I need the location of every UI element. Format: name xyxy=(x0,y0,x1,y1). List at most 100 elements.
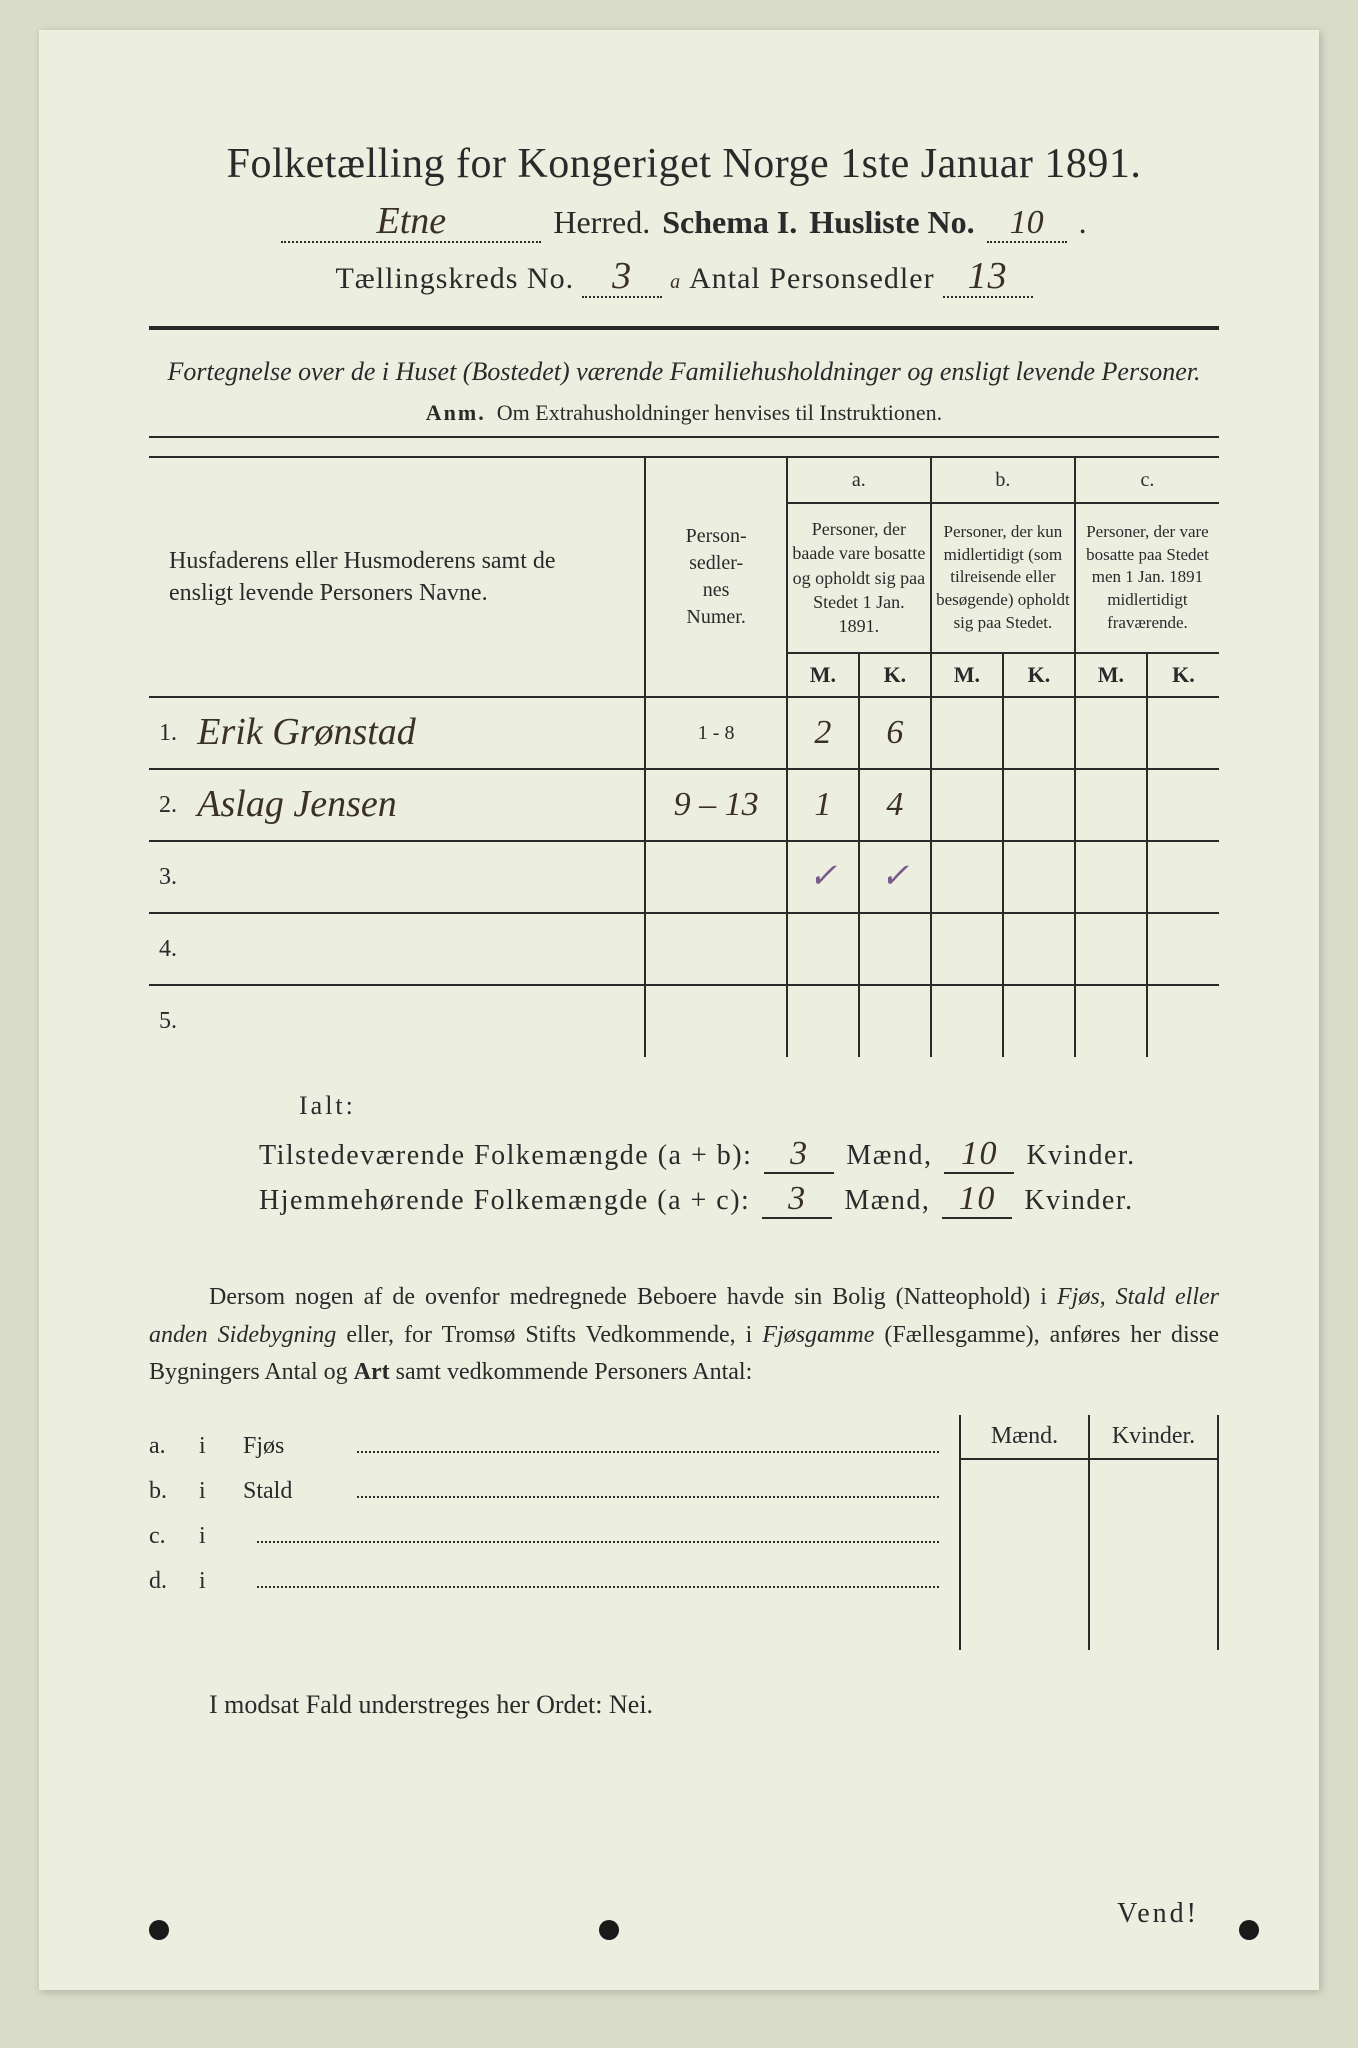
abcd-i: i xyxy=(199,1523,229,1550)
row-b-m xyxy=(931,841,1003,913)
present-k: 10 xyxy=(961,1139,998,1170)
col-names: Husfaderens eller Husmoderens samt de en… xyxy=(149,457,645,697)
abcd-row-c: c. i xyxy=(149,1519,939,1550)
abcd-label: b. xyxy=(149,1478,185,1505)
row-b-k xyxy=(1003,769,1075,841)
census-tbody: 1. Erik Grønstad 1 - 8 2 6 2. Aslag Jens… xyxy=(149,697,1219,1057)
totals-present: Tilstedeværende Folkemængde (a + b): 3 M… xyxy=(259,1139,1219,1174)
mk-m-head: Mænd. xyxy=(961,1415,1090,1458)
row-num: 4. xyxy=(149,913,195,985)
row-a-k: ✓ xyxy=(859,841,931,913)
row-name-cell xyxy=(195,841,645,913)
row-a-k: 4 xyxy=(859,769,931,841)
punch-hole-icon xyxy=(1239,1920,1259,1940)
present-k-slot: 10 xyxy=(944,1139,1014,1174)
antal-field: 13 xyxy=(943,259,1033,298)
mk-body xyxy=(961,1460,1217,1650)
abcd-row-d: d. i xyxy=(149,1564,939,1595)
page-title: Folketælling for Kongeriget Norge 1ste J… xyxy=(149,140,1219,188)
mk-k-col xyxy=(1090,1460,1217,1650)
resident-k: 10 xyxy=(959,1184,996,1215)
col-c-text: Personer, der vare bosatte paa Stedet me… xyxy=(1075,503,1219,653)
row-a-m: ✓ xyxy=(787,841,859,913)
row-a-m: 2 xyxy=(787,697,859,769)
row-c-k xyxy=(1147,841,1219,913)
abcd-row-a: a. i Fjøs xyxy=(149,1429,939,1460)
herred-label: Herred. xyxy=(553,204,650,241)
herred-value: Etne xyxy=(377,204,447,238)
table-row: 5. xyxy=(149,985,1219,1057)
row-psn xyxy=(645,841,786,913)
row-psn: 1 - 8 xyxy=(645,697,786,769)
document-page: Folketælling for Kongeriget Norge 1ste J… xyxy=(39,30,1319,1990)
row-b-m xyxy=(931,913,1003,985)
abcd-label: d. xyxy=(149,1568,185,1595)
totals-resident: Hjemmehørende Folkemængde (a + c): 3 Mæn… xyxy=(259,1184,1219,1219)
dotted-fill xyxy=(257,1519,939,1543)
row-c-m xyxy=(1075,985,1147,1057)
row-c-k xyxy=(1147,985,1219,1057)
abcd-list: a. i Fjøs b. i Stald c. i d. i xyxy=(149,1415,939,1650)
row-b-k xyxy=(1003,841,1075,913)
abcd-i: i xyxy=(199,1433,229,1460)
herred-field: Etne xyxy=(281,204,541,243)
row-b-m xyxy=(931,697,1003,769)
abcd-i: i xyxy=(199,1478,229,1505)
schema-label: Schema I. xyxy=(662,204,797,241)
mk-m-col xyxy=(961,1460,1090,1650)
row-num: 5. xyxy=(149,985,195,1057)
row-name-cell xyxy=(195,985,645,1057)
header-line-3: Tællingskreds No. 3 a Antal Personsedler… xyxy=(149,259,1219,298)
col-a-k: K. xyxy=(859,653,931,697)
row-c-k xyxy=(1147,697,1219,769)
table-row: 2. Aslag Jensen 9 – 13 1 4 xyxy=(149,769,1219,841)
ialt-label: Ialt: xyxy=(299,1091,1219,1121)
row-c-m xyxy=(1075,769,1147,841)
col-c-k: K. xyxy=(1147,653,1219,697)
col-a-m: M. xyxy=(787,653,859,697)
present-label: Tilstedeværende Folkemængde (a + b): xyxy=(259,1140,752,1172)
husliste-value: 10 xyxy=(1010,208,1044,239)
husliste-label: Husliste No. xyxy=(809,204,974,241)
abcd-name: Fjøs xyxy=(243,1433,343,1460)
resident-m-slot: 3 xyxy=(762,1184,832,1219)
resident-k-slot: 10 xyxy=(942,1184,1012,1219)
row-num: 1. xyxy=(149,697,195,769)
subheading: Fortegnelse over de i Huset (Bostedet) v… xyxy=(149,354,1219,390)
col-b-text: Personer, der kun midlertidigt (som tilr… xyxy=(931,503,1075,653)
kvinder-label-2: Kvinder. xyxy=(1024,1185,1133,1217)
dotted-fill xyxy=(357,1429,939,1453)
row-psn xyxy=(645,913,786,985)
row-name: Erik Grønstad xyxy=(197,715,416,749)
antal-value: 13 xyxy=(968,259,1008,293)
row-name-cell: Erik Grønstad xyxy=(195,697,645,769)
divider-1 xyxy=(149,326,1219,330)
col-b-m: M. xyxy=(931,653,1003,697)
punch-hole-icon xyxy=(599,1920,619,1940)
anm-text: Om Extrahusholdninger henvises til Instr… xyxy=(497,400,942,425)
row-psn: 9 – 13 xyxy=(645,769,786,841)
table-row: 3. ✓ ✓ xyxy=(149,841,1219,913)
punch-hole-icon xyxy=(149,1920,169,1940)
col-c-m: M. xyxy=(1075,653,1147,697)
row-c-k xyxy=(1147,913,1219,985)
outbuilding-paragraph: Dersom nogen af de ovenfor medregnede Be… xyxy=(149,1279,1219,1391)
abcd-label: c. xyxy=(149,1523,185,1550)
row-c-m xyxy=(1075,841,1147,913)
census-table: Husfaderens eller Husmoderens samt de en… xyxy=(149,456,1219,1057)
table-row: 4. xyxy=(149,913,1219,985)
footer-line: I modsat Fald understreges her Ordet: Ne… xyxy=(149,1690,1219,1720)
row-num: 2. xyxy=(149,769,195,841)
row-c-m xyxy=(1075,697,1147,769)
antal-label: Antal Personsedler xyxy=(689,262,934,296)
row-a-k xyxy=(859,913,931,985)
present-m-slot: 3 xyxy=(764,1139,834,1174)
row-b-k xyxy=(1003,913,1075,985)
header-line-2: Etne Herred. Schema I. Husliste No. 10 . xyxy=(149,204,1219,243)
row-psn xyxy=(645,985,786,1057)
kreds-super: a xyxy=(670,273,681,291)
row-b-m xyxy=(931,769,1003,841)
lower-grid: a. i Fjøs b. i Stald c. i d. i xyxy=(149,1415,1219,1650)
kreds-label: Tællingskreds No. xyxy=(335,262,574,296)
maend-label: Mænd, xyxy=(846,1140,932,1172)
